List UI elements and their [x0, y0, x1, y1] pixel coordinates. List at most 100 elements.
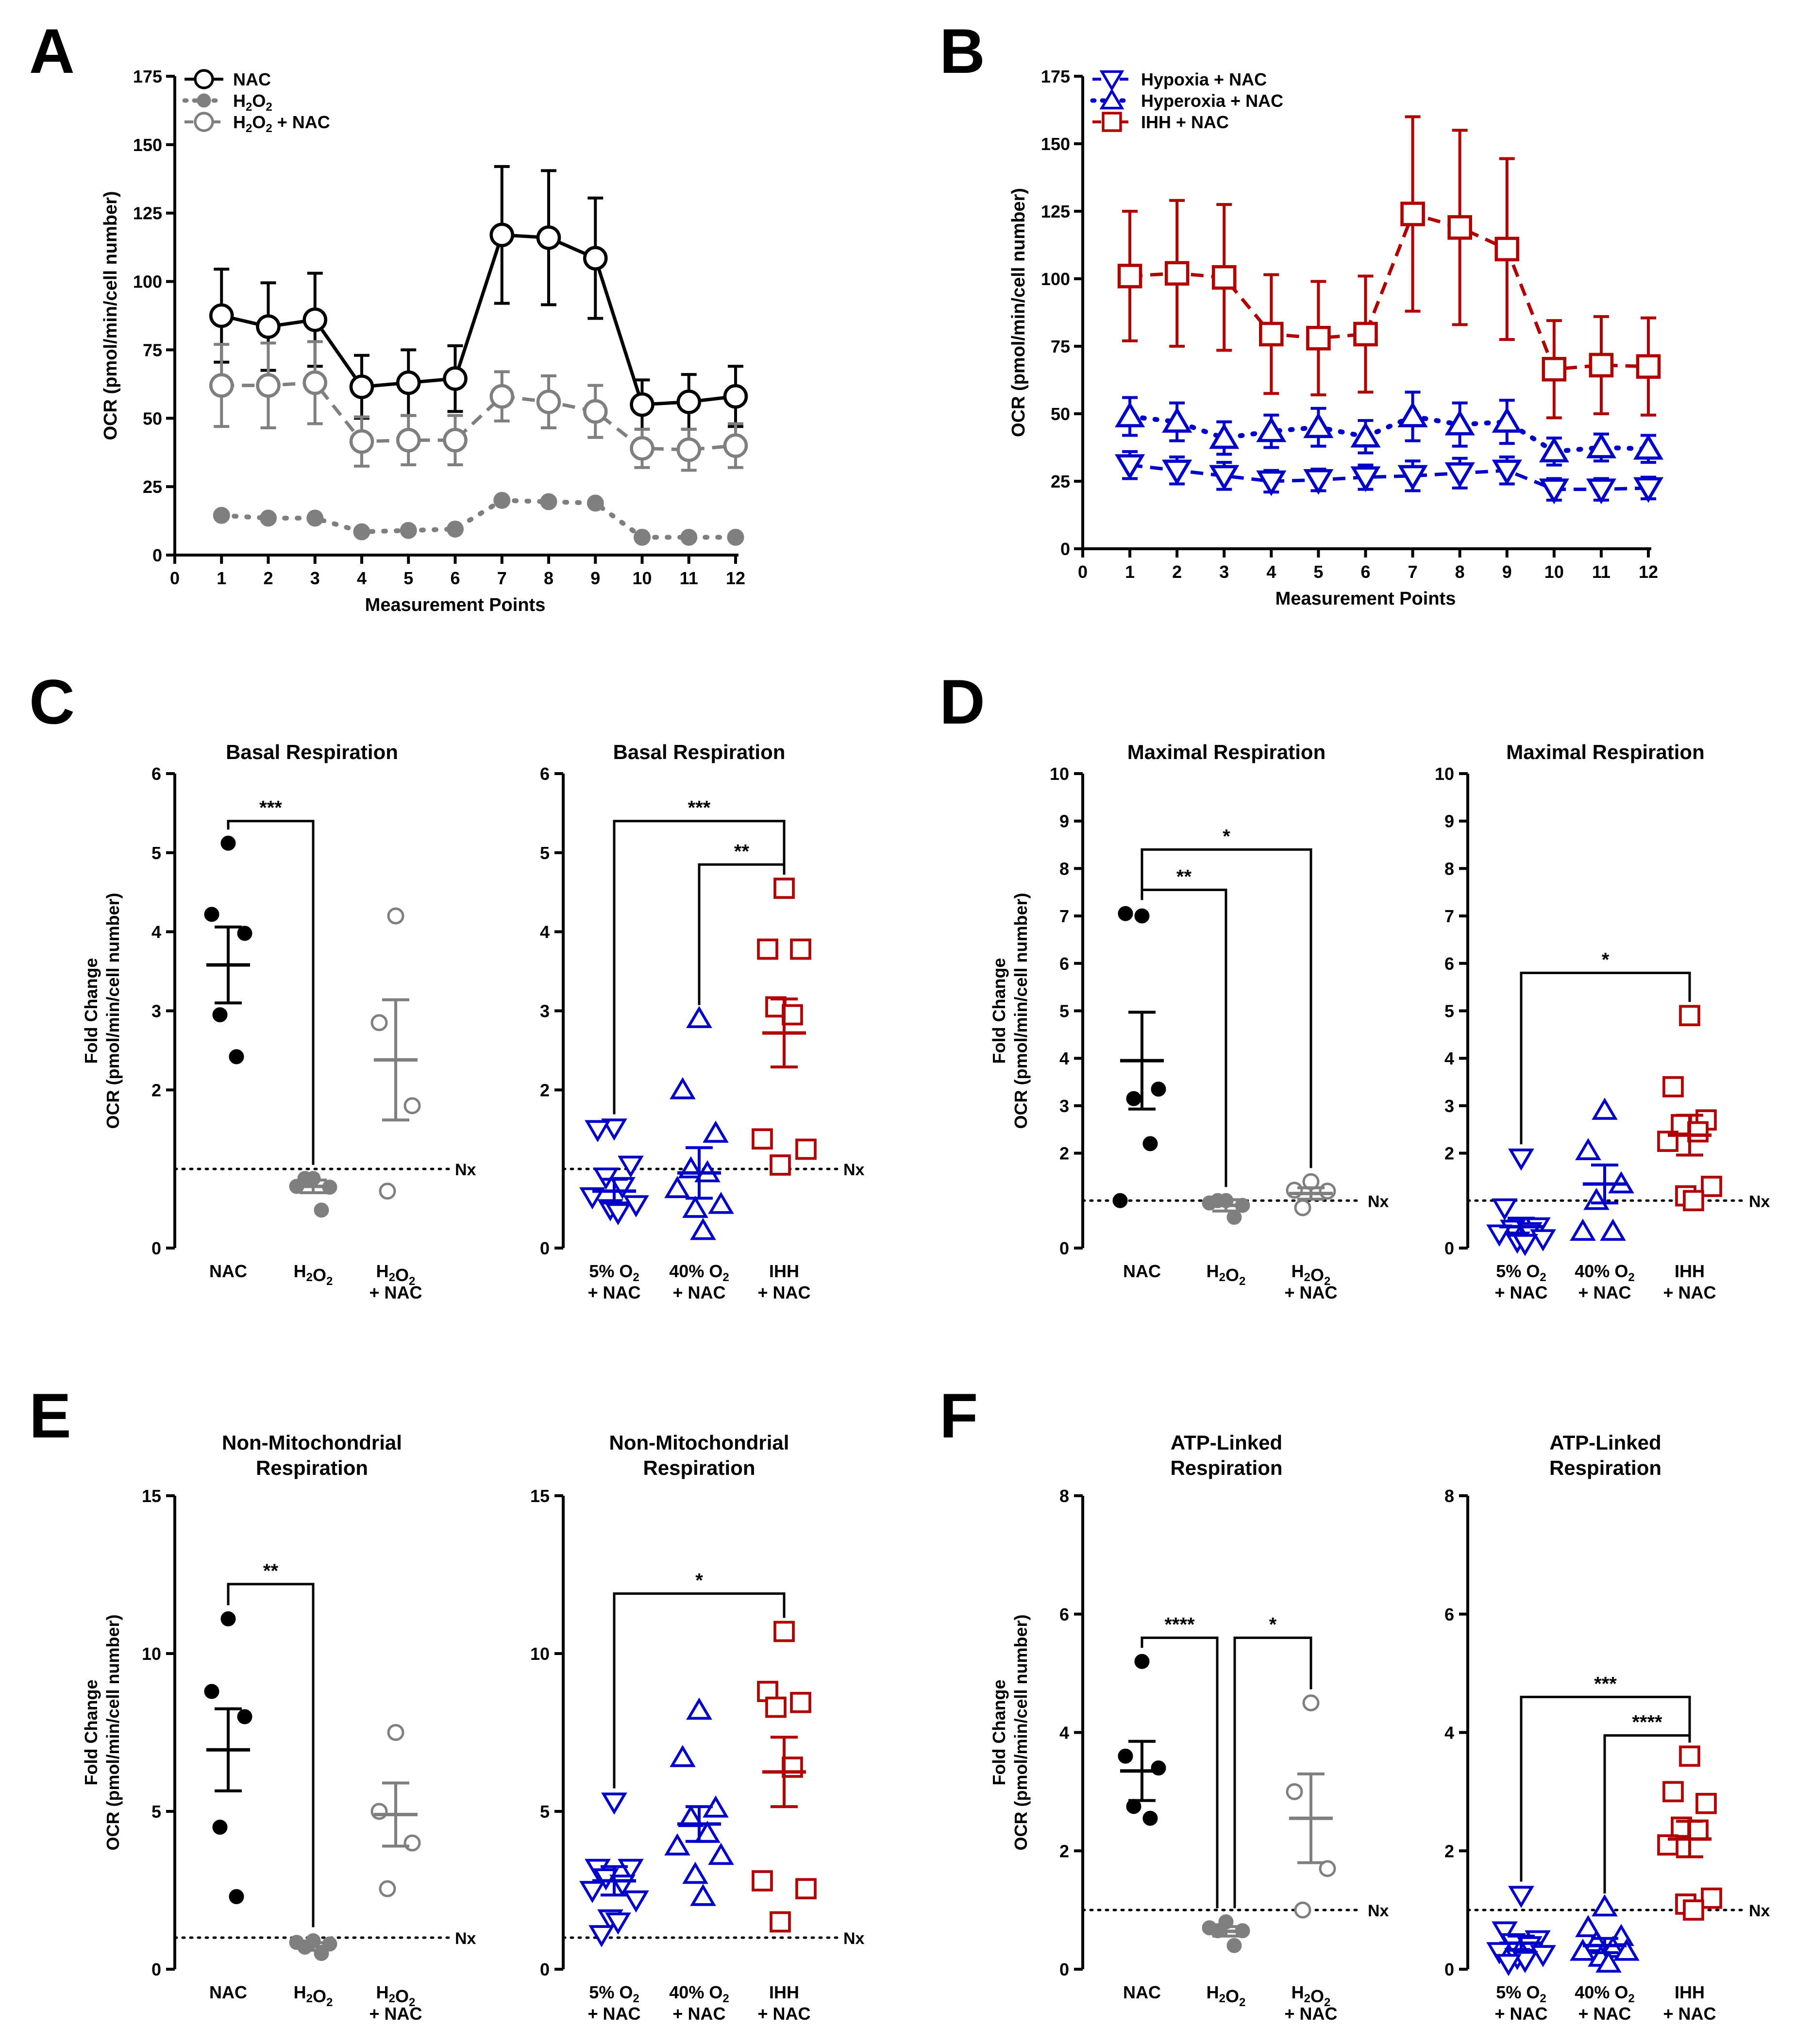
x-tick-label: 2 [1172, 562, 1182, 582]
bracket-line [1520, 1695, 1691, 1882]
series-h2o2-nac: H2O2 + NAC [185, 112, 748, 472]
data-point [682, 1861, 708, 1884]
series-line [1127, 414, 1651, 454]
subplot-title-line2: Respiration [1170, 1456, 1282, 1479]
significance-stars: **** [1632, 1712, 1662, 1733]
significance-stars: **** [1164, 1614, 1195, 1636]
bracket-line [613, 1592, 786, 1789]
y-axis-label-fold: Fold Change [989, 1680, 1009, 1786]
x-tick-label: 11 [1592, 562, 1610, 582]
legend-marker [197, 93, 211, 108]
data-point [212, 1820, 228, 1835]
x-tick-label: 5 [403, 568, 413, 588]
subplot-title: Basal Respiration [613, 741, 786, 763]
data-point [540, 493, 557, 510]
group-0: 5% O2+ NAC [579, 1118, 649, 1302]
y-tick-label: 0 [151, 1238, 161, 1258]
category-label: H2O2 [1207, 1982, 1246, 2009]
data-point [1542, 356, 1567, 382]
category-label: + NAC [587, 2004, 640, 2024]
y-tick-label: 100 [133, 272, 162, 292]
x-tick-label: 1 [217, 568, 226, 588]
y-tick-label: 5 [151, 843, 161, 863]
x-axis-label: Measurement Points [365, 595, 546, 615]
significance-bracket: * [1141, 826, 1312, 1168]
y-tick-label: 6 [540, 764, 550, 784]
x-tick-label: 5 [1313, 562, 1323, 582]
category-label: IHH [769, 1261, 799, 1281]
category-label: H2O2 [1292, 1261, 1331, 1288]
group-0: NAC [204, 1611, 252, 2002]
group-1: H2O2 [1202, 1193, 1250, 1288]
data-point [782, 1004, 803, 1026]
data-point [1112, 1193, 1128, 1208]
data-point [670, 1077, 696, 1099]
bracket-line [613, 820, 786, 1115]
panel-letter-d: D [939, 666, 985, 737]
data-point [1164, 261, 1190, 286]
y-tick-label: 150 [1041, 134, 1070, 154]
data-point [1209, 465, 1240, 491]
data-point [1319, 1860, 1336, 1877]
data-point [349, 374, 374, 399]
category-label: H2O2 [1207, 1261, 1246, 1288]
data-point [1636, 354, 1661, 379]
data-point [1134, 908, 1150, 924]
data-point [209, 373, 234, 398]
group-2: IHH+ NAC [1657, 1745, 1722, 2024]
data-point [536, 389, 561, 414]
data-point [1530, 1945, 1556, 1967]
nx-label: Nx [455, 1929, 476, 1948]
bracket-line [1603, 1734, 1691, 1894]
data-point [379, 1880, 396, 1897]
bracket-line [1520, 971, 1691, 1145]
y-tick-label: 6 [151, 764, 161, 784]
y-tick-label: 8 [1059, 1486, 1069, 1506]
category-label: 5% O2 [1496, 1982, 1546, 2005]
data-point [314, 1946, 329, 1961]
significance-stars: ** [734, 841, 750, 862]
significance-stars: *** [259, 797, 282, 819]
data-point [1539, 437, 1569, 463]
significance-stars: *** [688, 797, 711, 819]
y-tick-label: 6 [1444, 1605, 1454, 1624]
y-tick-label: 6 [1444, 954, 1454, 974]
y-tick-label: 5 [540, 843, 550, 863]
nx-label: Nx [843, 1161, 865, 1179]
panel-letter-a: A [29, 16, 75, 86]
data-point [1589, 353, 1614, 378]
y-tick-label: 8 [1059, 859, 1069, 878]
group-2: H2O2+ NAC [1284, 1694, 1338, 2024]
group-1: H2O2 [1202, 1914, 1250, 2009]
data-point [727, 528, 744, 546]
panel-d-scatter: Maximal Respiration 0 2 3 4 5 6 7 8 9 10 Nx Fold Cha… [989, 741, 1770, 1302]
data-point [708, 1842, 734, 1865]
y-tick-label: 0 [1060, 539, 1070, 559]
y-tick-label: 8 [1444, 859, 1454, 878]
group-1: 40% O2+ NAC [1570, 1098, 1635, 1302]
data-point [1592, 1098, 1618, 1120]
y-tick-label: 50 [143, 408, 162, 428]
data-point [1162, 459, 1192, 486]
significance-bracket: *** [613, 797, 786, 1115]
data-point [770, 1911, 791, 1933]
data-point [690, 1884, 716, 1906]
group-0: 5% O2+ NAC [1486, 1149, 1556, 1302]
data-point [1162, 407, 1192, 433]
data-point [1151, 1081, 1166, 1097]
y-tick-label: 10 [1435, 764, 1454, 784]
data-point [782, 1757, 803, 1778]
data-point [686, 1697, 712, 1720]
category-label: + NAC [1578, 1283, 1631, 1302]
data-point [1142, 1136, 1158, 1151]
data-point [773, 878, 795, 899]
nx-label: Nx [1749, 1902, 1770, 1920]
data-point [1575, 1138, 1601, 1160]
y-tick-label: 5 [1059, 1001, 1069, 1021]
data-point [579, 1187, 605, 1210]
y-tick-label: 4 [1444, 1723, 1454, 1743]
data-point [396, 428, 421, 453]
y-tick-label: 0 [1444, 1960, 1454, 1979]
legend-label: Hypoxia + NAC [1141, 69, 1267, 89]
data-point [1256, 416, 1287, 442]
